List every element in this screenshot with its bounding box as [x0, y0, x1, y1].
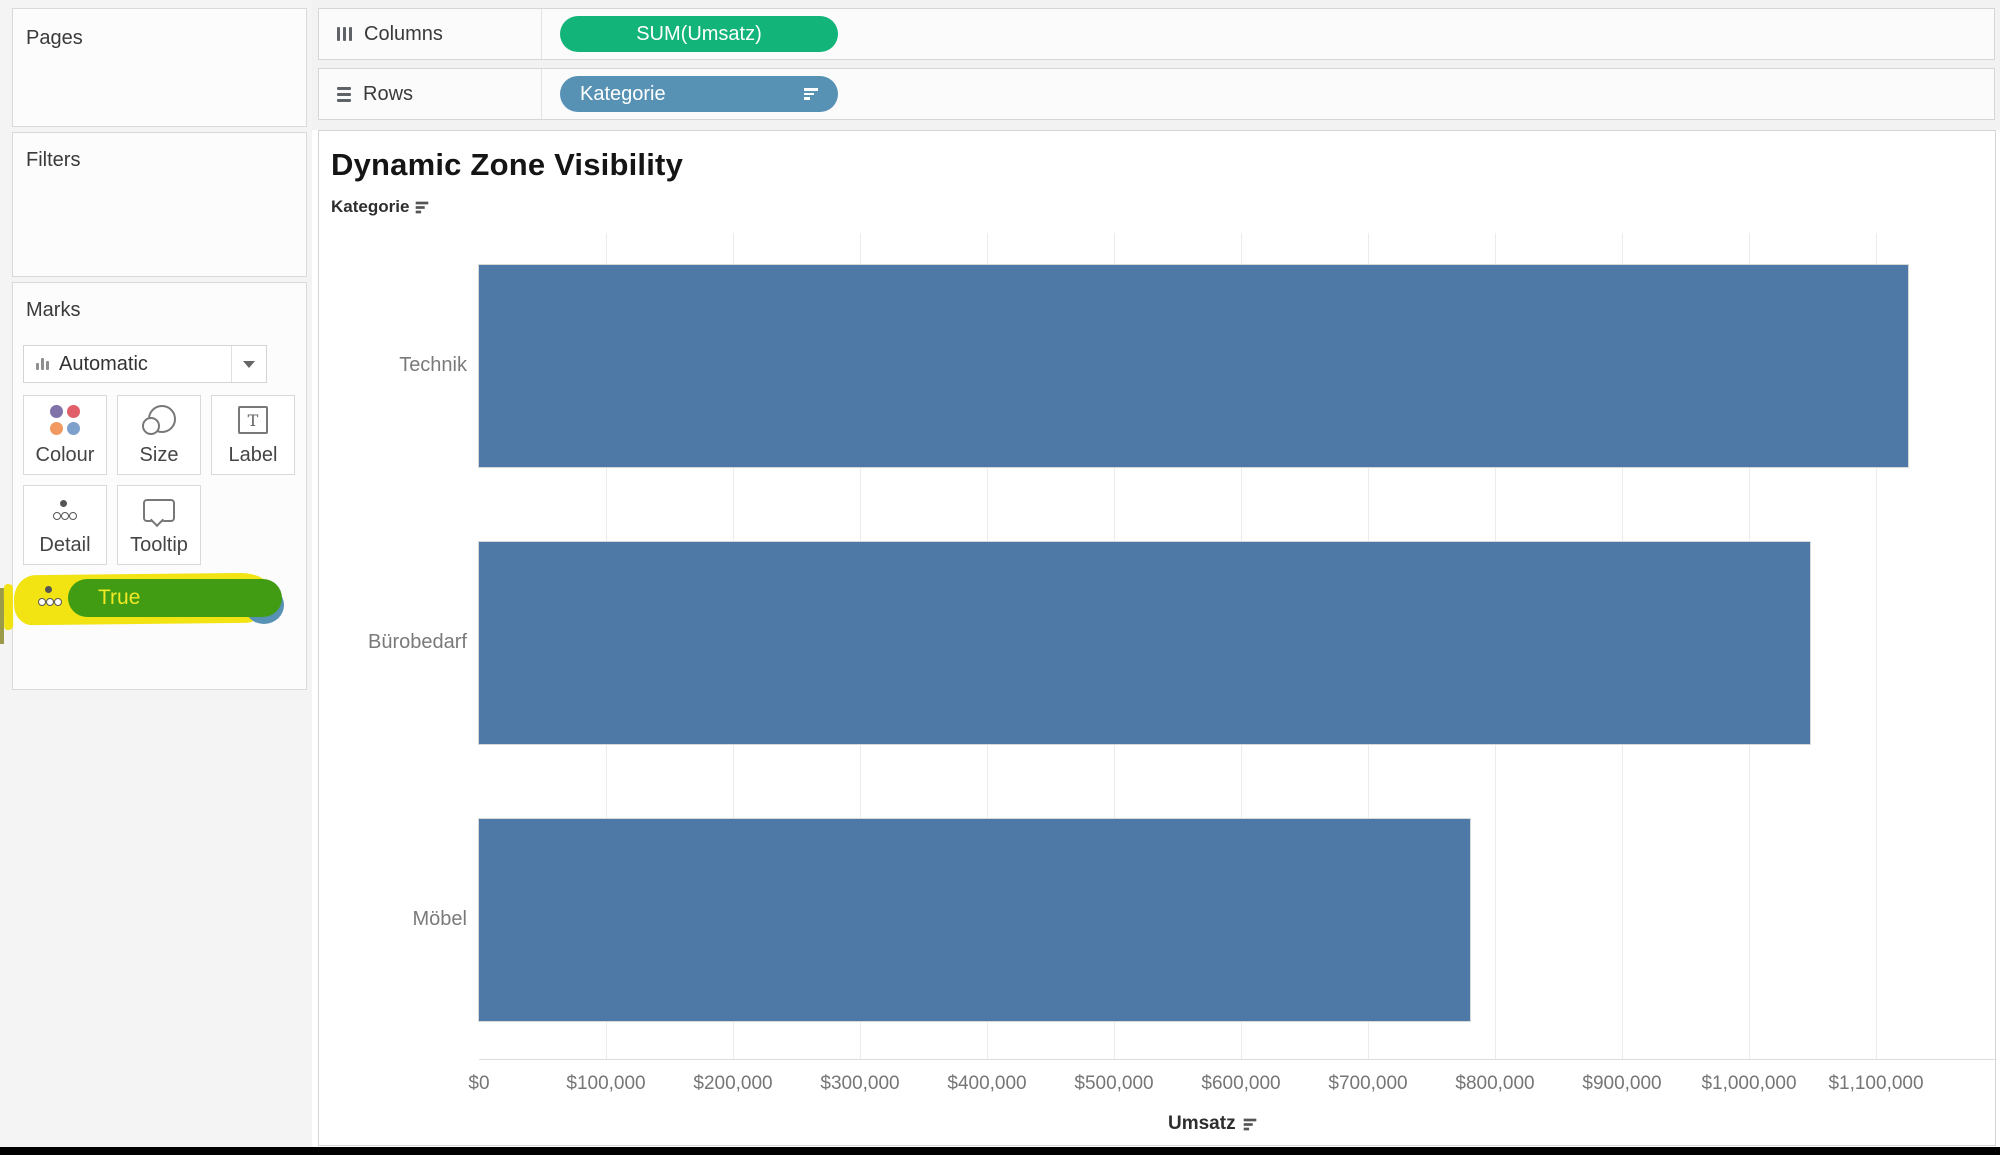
columns-shelf-label: Columns	[364, 22, 443, 45]
x-tick-label: $400,000	[947, 1073, 1027, 1094]
mark-type-dropdown[interactable]: Automatic	[23, 345, 267, 383]
x-tick-label: $500,000	[1074, 1073, 1154, 1094]
x-tick-label: $800,000	[1455, 1073, 1535, 1094]
category-label: Technik	[399, 354, 467, 376]
bar-3[interactable]	[478, 818, 1471, 1022]
pages-shelf[interactable]: Pages	[12, 8, 307, 127]
highlighter-stroke-start	[0, 588, 4, 644]
rows-icon	[337, 86, 351, 102]
x-tick-label: $100,000	[566, 1073, 646, 1094]
size-button-label: Size	[139, 444, 179, 466]
x-tick-label: $0	[468, 1073, 490, 1094]
row-field-header[interactable]: Kategorie	[331, 197, 429, 217]
worksheet-view: Dynamic Zone Visibility Kategorie $0 $100…	[318, 130, 1996, 1146]
sort-descending-icon[interactable]	[1243, 1118, 1256, 1130]
x-axis-title[interactable]: Umsatz	[1168, 1113, 1257, 1135]
x-tick-label: $1,000,000	[1701, 1073, 1797, 1094]
tooltip-button[interactable]: Tooltip	[117, 485, 201, 565]
label-icon: T	[212, 396, 294, 444]
true-field-pill[interactable]: True	[68, 579, 282, 617]
bar-1[interactable]	[478, 264, 1909, 468]
category-label: Bürobedarf	[368, 631, 467, 653]
shelf-divider	[541, 69, 542, 119]
detail-icon	[38, 586, 62, 606]
gridline	[1876, 233, 1877, 1059]
colour-icon	[24, 396, 106, 444]
mark-type-value: Automatic	[59, 352, 148, 375]
rows-shelf[interactable]: Rows Kategorie	[318, 68, 1995, 120]
rows-shelf-header: Rows	[319, 69, 541, 119]
bar-2[interactable]	[478, 541, 1811, 745]
x-tick-label: $200,000	[693, 1073, 773, 1094]
x-tick-label: $1,100,000	[1828, 1073, 1924, 1094]
plot-area: $0 $100,000 $200,000 $300,000 $400,000 $500,0…	[319, 131, 1997, 1147]
x-tick-label: $700,000	[1328, 1073, 1408, 1094]
columns-shelf-header: Columns	[319, 9, 541, 59]
label-button[interactable]: T Label	[211, 395, 295, 475]
shelf-divider	[541, 9, 542, 59]
columns-icon	[337, 27, 352, 41]
chart-title: Dynamic Zone Visibility	[331, 147, 684, 182]
row-field-header-label: Kategorie	[331, 197, 410, 216]
x-tick-label: $600,000	[1201, 1073, 1281, 1094]
marks-detail-pill-row: True	[0, 560, 312, 644]
marks-label: Marks	[26, 299, 81, 321]
screenshot-edge	[0, 1147, 2000, 1155]
detail-button-label: Detail	[39, 534, 91, 556]
bar-chart-icon	[36, 358, 49, 370]
chevron-down-icon[interactable]	[243, 360, 255, 368]
colour-button[interactable]: Colour	[23, 395, 107, 475]
detail-icon	[24, 486, 106, 534]
kategorie-pill[interactable]: Kategorie	[560, 76, 838, 112]
label-button-label: Label	[228, 444, 278, 466]
colour-button-label: Colour	[35, 444, 95, 466]
pages-label: Pages	[26, 27, 83, 49]
size-button[interactable]: Size	[117, 395, 201, 475]
size-icon	[118, 396, 200, 444]
sort-descending-icon[interactable]	[804, 88, 818, 100]
dropdown-divider	[231, 346, 232, 382]
highlighter-mark-left	[3, 583, 14, 631]
filters-shelf[interactable]: Filters	[12, 132, 307, 277]
tooltip-button-label: Tooltip	[130, 534, 188, 556]
x-axis-title-label: Umsatz	[1168, 1113, 1236, 1134]
category-label: Möbel	[412, 908, 467, 930]
detail-button[interactable]: Detail	[23, 485, 107, 565]
sum-umsatz-pill[interactable]: SUM(Umsatz)	[560, 16, 838, 52]
columns-shelf[interactable]: Columns SUM(Umsatz)	[318, 8, 1995, 60]
kategorie-pill-label: Kategorie	[580, 82, 666, 105]
sort-descending-icon[interactable]	[416, 201, 429, 213]
x-axis-line	[479, 1059, 1995, 1060]
x-tick-label: $300,000	[820, 1073, 900, 1094]
sum-umsatz-pill-label: SUM(Umsatz)	[636, 22, 762, 45]
tooltip-icon	[118, 486, 200, 534]
rows-shelf-label: Rows	[363, 82, 414, 105]
true-pill-label: True	[98, 586, 141, 609]
x-tick-label: $900,000	[1582, 1073, 1662, 1094]
filters-label: Filters	[26, 149, 81, 171]
